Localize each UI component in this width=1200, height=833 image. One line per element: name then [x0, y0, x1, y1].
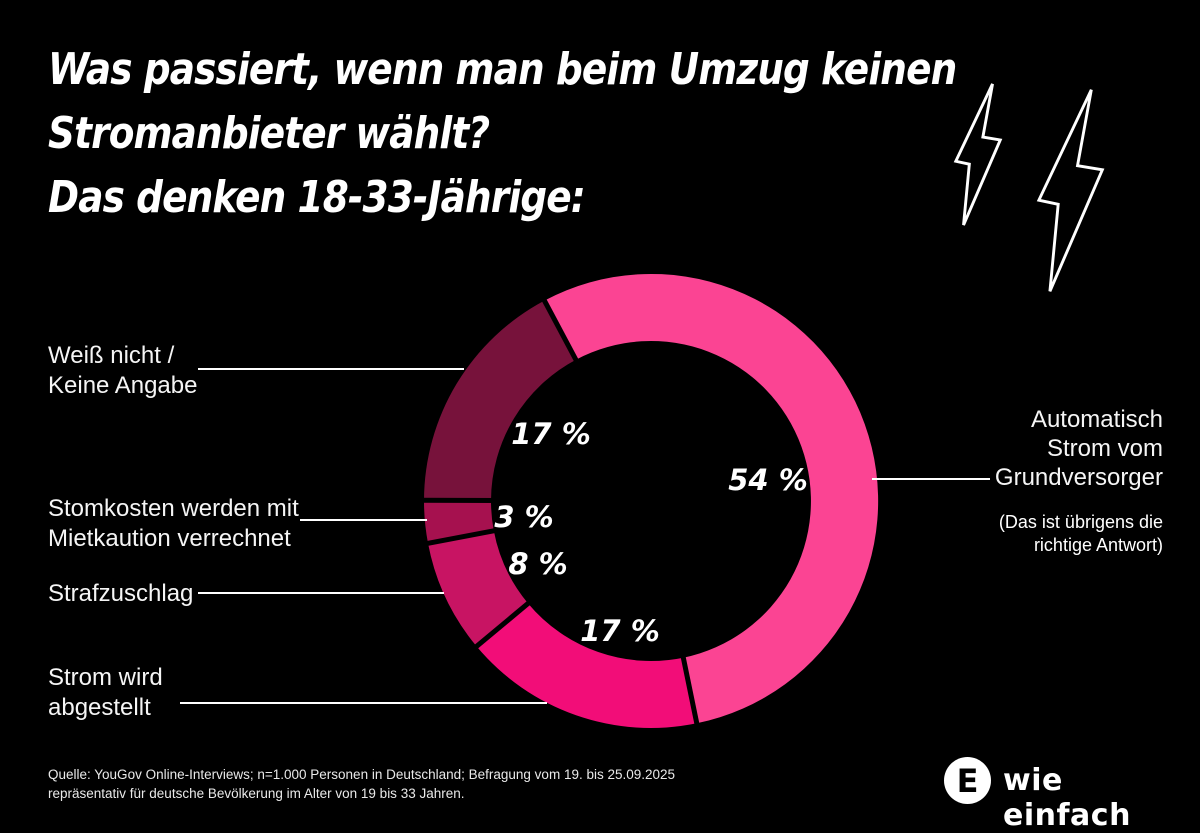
- connector-line-mietkaution: [300, 519, 427, 521]
- connector-line-weiss-nicht: [198, 368, 464, 370]
- label-strafzuschlag: Strafzuschlag: [48, 580, 194, 607]
- connector-line-strafzuschlag: [198, 592, 444, 594]
- segment-value-label-strafzuschlag: 8 %: [508, 547, 568, 581]
- connector-line-strom-abgestellt: [180, 702, 547, 704]
- segment-value-label-weiss-nicht: 17 %: [511, 417, 591, 451]
- segment-value-label-mietkaution: 3 %: [494, 500, 554, 534]
- label-weiss-nicht: Weiß nicht / Keine Angabe: [48, 342, 198, 399]
- brand-logo-e-mark: E: [944, 757, 991, 804]
- label-mietkaution: Stomkosten werden mit Mietkaution verrec…: [48, 495, 299, 552]
- source-text: Quelle: YouGov Online-Interviews; n=1.00…: [48, 765, 675, 803]
- source-line-2: repräsentativ für deutsche Bevölkerung i…: [48, 786, 465, 801]
- label-correct-answer-note: (Das ist übrigens die richtige Antwort): [998, 512, 1163, 555]
- title-line-2: Stromanbieter wählt?: [48, 108, 490, 159]
- segment-value-label-grundversorger: 54 %: [728, 463, 808, 497]
- donut-segment-2: [428, 530, 529, 647]
- donut-segment-4: [424, 300, 576, 501]
- brand-logo-text: wie einfach: [1003, 763, 1131, 833]
- title-line-3: Das denken 18-33-Jährige:: [48, 172, 586, 223]
- segment-separator: [539, 294, 581, 367]
- logo-letter: E: [956, 761, 979, 800]
- segment-separator: [679, 651, 701, 730]
- lightning-bolt-icon-small: [953, 83, 1003, 226]
- connector-line-grundversorger: [872, 478, 990, 480]
- label-strom-abgestellt: Strom wird abgestellt: [48, 664, 163, 721]
- title-line-1: Was passiert, wenn man beim Umzug keinen: [48, 44, 957, 95]
- segment-separator: [470, 597, 535, 653]
- page-title: Was passiert, wenn man beim Umzug keinen…: [48, 38, 957, 230]
- segment-value-label-strom-abgestellt: 17 %: [580, 614, 660, 648]
- donut-segment-1: [476, 603, 697, 728]
- lightning-bolt-icon-large: [1036, 89, 1105, 292]
- donut-segment-0: [544, 273, 879, 724]
- label-grundversorger: Automatisch Strom vom Grundversorger: [994, 406, 1163, 491]
- segment-separator: [421, 527, 501, 547]
- source-line-1: Quelle: YouGov Online-Interviews; n=1.00…: [48, 767, 676, 782]
